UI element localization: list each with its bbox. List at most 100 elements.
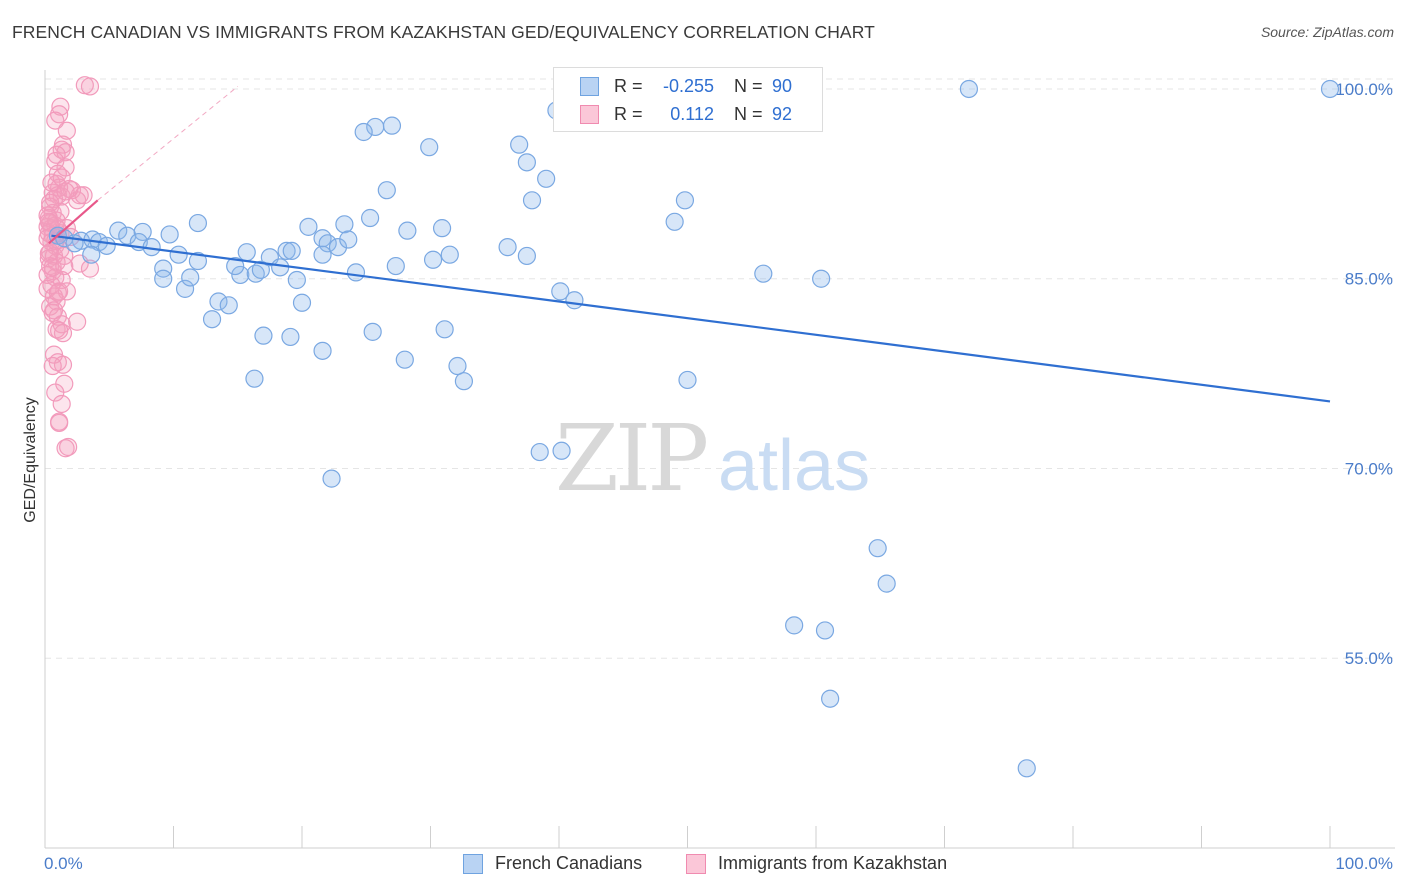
french-canadian-point — [1320, 79, 1340, 99]
kazakhstan-point — [46, 383, 65, 402]
legend-swatch-blue — [580, 77, 599, 96]
y-tick-label: 85.0% — [1345, 270, 1393, 289]
french-canadian-point — [377, 181, 396, 200]
series-label: Immigrants from Kazakhstan — [718, 853, 948, 873]
french-canadian-point — [281, 327, 300, 347]
kazakhstan-point — [39, 212, 58, 231]
kazakhstan-point — [47, 211, 66, 230]
legend-r-label: R = — [614, 104, 643, 124]
french-canadian-point — [109, 221, 128, 240]
french-canadian-point — [209, 292, 228, 311]
french-canadian-point — [313, 245, 332, 264]
y-tick-label: 55.0% — [1345, 649, 1393, 668]
french-canadian-point — [386, 256, 405, 276]
french-canadian-point — [675, 191, 695, 210]
legend-n-label: N = — [734, 76, 763, 96]
watermark: ZIP atlas — [555, 405, 870, 512]
french-canadian-point — [665, 212, 684, 231]
kazakhstan-point — [50, 413, 69, 433]
french-canadian-point — [169, 245, 188, 264]
french-canadian-point — [448, 356, 467, 376]
legend-n-value: 92 — [772, 104, 793, 124]
watermark-zip: ZIP — [555, 405, 706, 512]
french-canadian-point — [97, 236, 116, 255]
kazakhstan-point — [50, 321, 69, 340]
french-canadian-point — [510, 135, 529, 154]
y-tick-label: 70.0% — [1345, 459, 1393, 478]
french-canadian-point — [435, 320, 454, 339]
kazakhstan-point — [80, 77, 100, 96]
french-canadian-point — [812, 269, 831, 288]
kazakhstan-point — [55, 256, 74, 276]
french-canadian-point — [420, 138, 439, 157]
french-canadian-point — [868, 539, 887, 558]
kazakhstan-point — [44, 301, 64, 320]
x-tick-label: 100.0% — [1335, 854, 1393, 873]
french-canadian-point — [328, 238, 348, 257]
french-canadian-point — [346, 263, 366, 282]
french-canadian-point — [219, 296, 238, 315]
french-canadian-point — [254, 326, 273, 345]
french-canadian-point — [231, 265, 250, 285]
french-canadian-point — [432, 219, 452, 238]
french-canadian-point — [226, 256, 245, 276]
french-canadian-point — [395, 350, 414, 369]
french-canadian-trendline — [51, 234, 1331, 403]
y-axis-label: GED/Equivalency — [22, 397, 39, 522]
french-canadian-point — [959, 79, 979, 99]
y-tick-label: 100.0% — [1335, 80, 1393, 99]
french-canadian-point — [1017, 759, 1036, 778]
french-canadian-point — [160, 225, 179, 244]
french-canadian-point — [454, 372, 474, 391]
legend-r-value: 0.112 — [670, 104, 714, 124]
gridlines — [45, 78, 1395, 659]
french-canadian-point — [440, 245, 459, 264]
legend-swatch-pink — [580, 105, 599, 124]
french-canadian-point — [678, 370, 697, 390]
kazakhstan-point — [52, 394, 71, 414]
french-canadian-point — [522, 191, 542, 210]
french-canadian-point — [785, 616, 804, 635]
french-canadian-point — [551, 282, 570, 301]
french-canadian-point — [821, 689, 840, 708]
french-canadian-point — [181, 268, 200, 287]
french-canadian-point — [382, 116, 402, 135]
french-canadian-point — [517, 246, 536, 266]
french-canadian-point — [335, 215, 354, 234]
french-canadian-point — [322, 469, 341, 488]
kazakhstan-point — [38, 279, 57, 298]
french-canadian-point — [530, 442, 549, 462]
series-legend: French Canadians Immigrants from Kazakhs… — [0, 852, 1406, 878]
kazakhstan-point — [46, 111, 65, 130]
french-canadian-point — [175, 279, 195, 298]
source-label: Source: ZipAtlas.com — [1260, 24, 1394, 40]
french-canadian-point — [251, 260, 270, 279]
series-swatch-blue — [463, 854, 483, 874]
french-canadian-point — [245, 369, 264, 388]
french-canadian-point — [363, 322, 382, 341]
french-canadian-point — [282, 241, 301, 261]
legend-r-label: R = — [614, 76, 643, 96]
kazakhstan-point — [68, 312, 87, 331]
french-canadian-point — [754, 264, 773, 283]
french-canadian-point — [313, 341, 332, 360]
french-canadian-point — [517, 153, 536, 172]
watermark-atlas: atlas — [718, 426, 870, 506]
kazakhstan-point — [59, 437, 78, 457]
x-tick-label: 0.0% — [44, 854, 83, 873]
chart-title: FRENCH CANADIAN VS IMMIGRANTS FROM KAZAK… — [12, 22, 875, 42]
legend-row-kazakhstan: R = 0.112 N = 92 — [554, 100, 822, 130]
french-canadian-point — [498, 238, 517, 257]
kazakhstan-point — [51, 97, 70, 116]
tick-labels: 55.0% 70.0% 85.0% 100.0% 0.0% 100.0% — [44, 80, 1393, 873]
french-canadian-point — [537, 169, 556, 188]
kazakhstan-point — [80, 259, 100, 278]
kazakhstan-point — [70, 186, 89, 205]
french-canadian-point — [339, 230, 358, 249]
correlation-legend: R = -0.255 N = 90 R = 0.112 N = 92 — [553, 67, 823, 132]
french-canadian-point — [188, 213, 208, 233]
french-canadian-point — [815, 621, 835, 640]
french-canadian-point — [237, 243, 256, 262]
french-canadian-point — [292, 293, 312, 312]
french-canadian-point — [202, 310, 222, 329]
